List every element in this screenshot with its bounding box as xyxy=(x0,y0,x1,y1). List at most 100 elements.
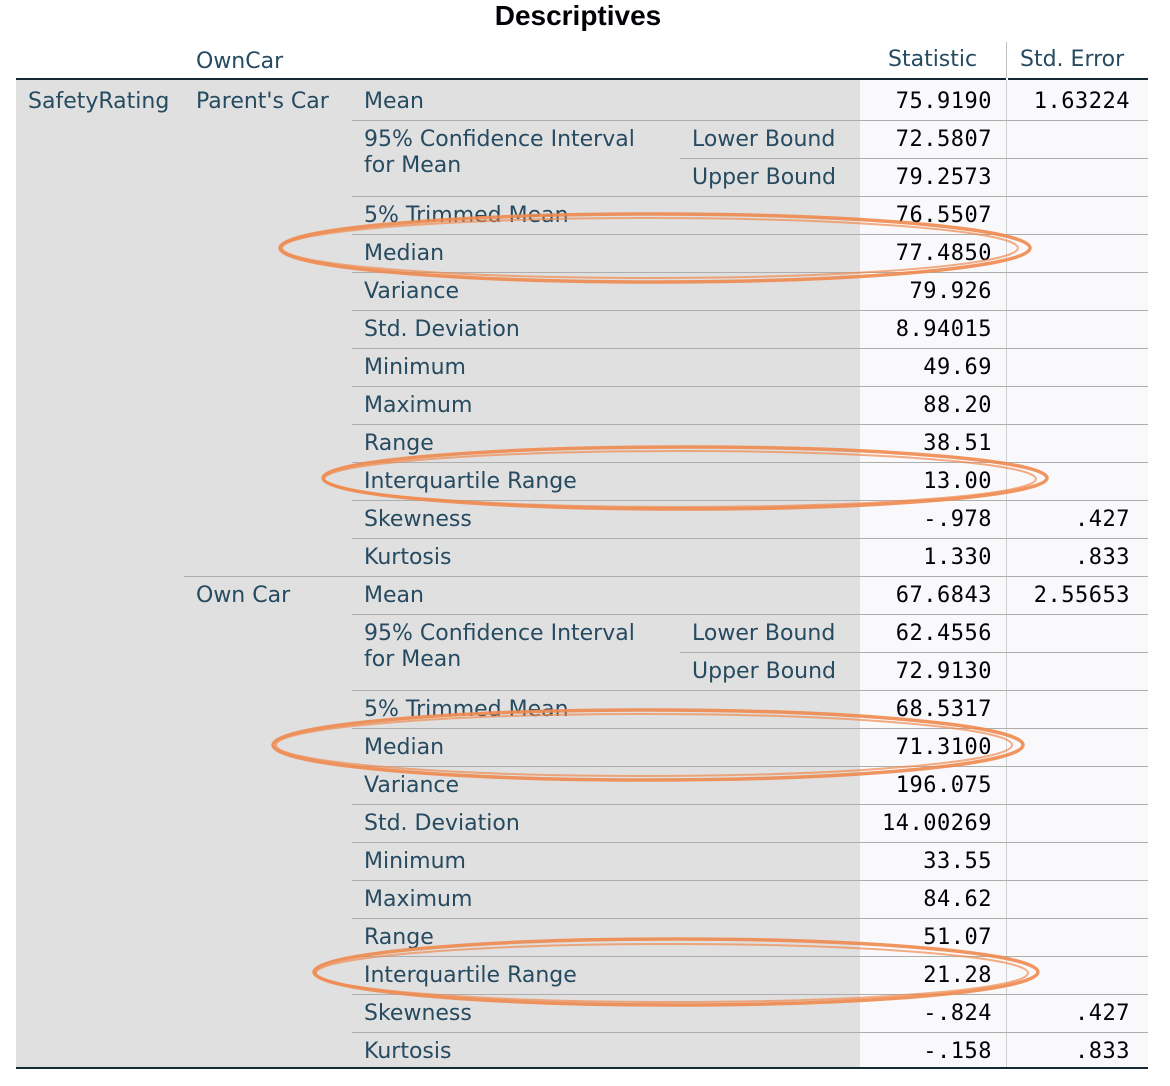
statistic-value: 33.55 xyxy=(923,849,992,874)
header-rule xyxy=(16,78,1006,80)
std-error-value: 2.55653 xyxy=(1033,583,1130,608)
row-divider xyxy=(352,196,1148,197)
statistic-label: Skewness xyxy=(364,1001,472,1026)
statistic-label: Std. Deviation xyxy=(364,811,520,836)
header-rule xyxy=(1008,78,1148,80)
statistic-value: 62.4556 xyxy=(895,621,992,646)
statistic-label: Variance xyxy=(364,279,460,304)
statistic-value: 79.926 xyxy=(909,279,992,304)
factor-header: OwnCar xyxy=(196,49,284,74)
statistic-label: Median xyxy=(364,241,445,266)
statistic-label: Mean xyxy=(364,89,424,114)
median-highlight-oval xyxy=(271,708,1025,782)
statistic-value: 38.51 xyxy=(923,431,992,456)
row-divider xyxy=(352,956,1148,957)
statistic-value: 71.3100 xyxy=(895,735,992,760)
statistic-value: 67.6843 xyxy=(895,583,992,608)
statistic-value: 196.075 xyxy=(895,773,992,798)
row-divider xyxy=(352,918,1148,919)
group-label: Own Car xyxy=(196,583,291,608)
std-error-value: 1.63224 xyxy=(1033,89,1130,114)
row-divider xyxy=(352,1032,1148,1033)
ci-label: for Mean xyxy=(364,153,462,178)
statistic-value: 88.20 xyxy=(923,393,992,418)
statistic-label: Interquartile Range xyxy=(364,469,577,494)
row-divider xyxy=(352,728,1148,729)
statistic-value: 68.5317 xyxy=(895,697,992,722)
statistic-label: Median xyxy=(364,735,445,760)
row-divider xyxy=(352,272,1148,273)
statistic-value: 21.28 xyxy=(923,963,992,988)
row-divider xyxy=(352,424,1148,425)
statistic-label: Std. Deviation xyxy=(364,317,520,342)
statistic-value: 72.5807 xyxy=(895,127,992,152)
statistic-value: 51.07 xyxy=(923,925,992,950)
statistic-label: Minimum xyxy=(364,355,466,380)
statistic-value: 14.00269 xyxy=(882,811,992,836)
statistic-label: Kurtosis xyxy=(364,545,452,570)
header-separator xyxy=(1006,42,1007,78)
row-divider xyxy=(352,386,1148,387)
row-divider xyxy=(352,348,1148,349)
statistic-label: Range xyxy=(364,925,434,950)
statistic-label: Range xyxy=(364,431,434,456)
statistic-label: Variance xyxy=(364,773,460,798)
statistic-label: Kurtosis xyxy=(364,1039,452,1064)
row-divider xyxy=(352,234,1148,235)
row-divider xyxy=(680,652,1148,653)
statistic-value: -.824 xyxy=(923,1001,992,1026)
ci-label: for Mean xyxy=(364,647,462,672)
row-divider xyxy=(352,538,1148,539)
row-divider xyxy=(352,614,1148,615)
statistic-value: 79.2573 xyxy=(895,165,992,190)
statistic-value: 13.00 xyxy=(923,469,992,494)
statistic-value: 1.330 xyxy=(923,545,992,570)
statistic-value: 72.9130 xyxy=(895,659,992,684)
row-divider xyxy=(680,158,1148,159)
row-divider xyxy=(352,994,1148,995)
row-divider xyxy=(352,690,1148,691)
std-error-header: Std. Error xyxy=(1020,47,1125,72)
label-area xyxy=(16,80,860,1067)
bound-label: Lower Bound xyxy=(692,127,836,152)
row-divider xyxy=(352,842,1148,843)
row-divider xyxy=(352,766,1148,767)
ci-label: 95% Confidence Interval xyxy=(364,127,635,152)
statistic-value: 84.62 xyxy=(923,887,992,912)
median-highlight-oval xyxy=(281,217,1019,279)
dependent-variable-label: SafetyRating xyxy=(28,89,170,114)
row-divider xyxy=(352,462,1148,463)
statistic-value: -.978 xyxy=(923,507,992,532)
row-divider xyxy=(352,880,1148,881)
statistic-value: 75.9190 xyxy=(895,89,992,114)
statistic-label: Maximum xyxy=(364,887,473,912)
statistic-value: 8.94015 xyxy=(895,317,992,342)
iqr-highlight-oval xyxy=(323,450,1037,508)
bottom-rule xyxy=(16,1067,1148,1069)
row-divider xyxy=(184,576,1148,577)
iqr-highlight-oval xyxy=(321,445,1049,511)
statistic-label: Skewness xyxy=(364,507,472,532)
iqr-highlight-oval xyxy=(312,937,1040,1007)
bound-label: Lower Bound xyxy=(692,621,836,646)
std-error-value: .427 xyxy=(1075,507,1130,532)
row-divider xyxy=(352,804,1148,805)
statistic-header: Statistic xyxy=(888,47,978,72)
row-divider xyxy=(352,310,1148,311)
bound-label: Upper Bound xyxy=(692,659,837,684)
median-highlight-oval xyxy=(275,713,1013,777)
table-title: Descriptives xyxy=(494,0,662,31)
statistic-label: Minimum xyxy=(364,849,466,874)
column-separator xyxy=(1006,80,1007,1067)
value-area xyxy=(860,80,1148,1067)
iqr-highlight-oval xyxy=(315,943,1029,1003)
group-label: Parent's Car xyxy=(196,89,329,114)
median-highlight-oval xyxy=(278,212,1032,284)
row-divider xyxy=(352,500,1148,501)
std-error-value: .427 xyxy=(1075,1001,1130,1026)
bound-label: Upper Bound xyxy=(692,165,837,190)
statistic-label: Maximum xyxy=(364,393,473,418)
statistic-label: Interquartile Range xyxy=(364,963,577,988)
std-error-value: .833 xyxy=(1075,545,1130,570)
